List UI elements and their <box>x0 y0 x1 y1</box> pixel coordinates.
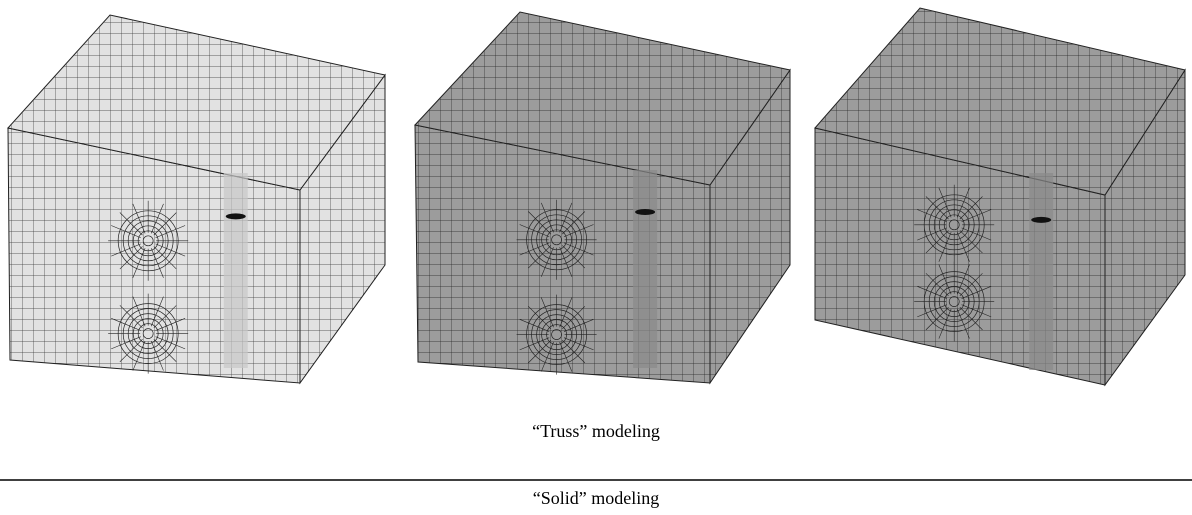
figure: “Truss” modeling “Solid” modeling <box>0 0 1192 515</box>
shaft <box>633 170 657 368</box>
shaft <box>224 173 248 368</box>
shaft-top <box>1031 217 1051 223</box>
shaft <box>1029 173 1053 370</box>
page: “Truss” modeling “Solid” modeling (() =>… <box>0 0 1192 515</box>
shaft-top <box>635 209 655 215</box>
shaft-top <box>226 213 246 219</box>
mesh-blocks <box>8 8 1185 385</box>
caption: “Solid” modeling <box>533 488 659 508</box>
caption: “Truss” modeling <box>532 421 660 441</box>
